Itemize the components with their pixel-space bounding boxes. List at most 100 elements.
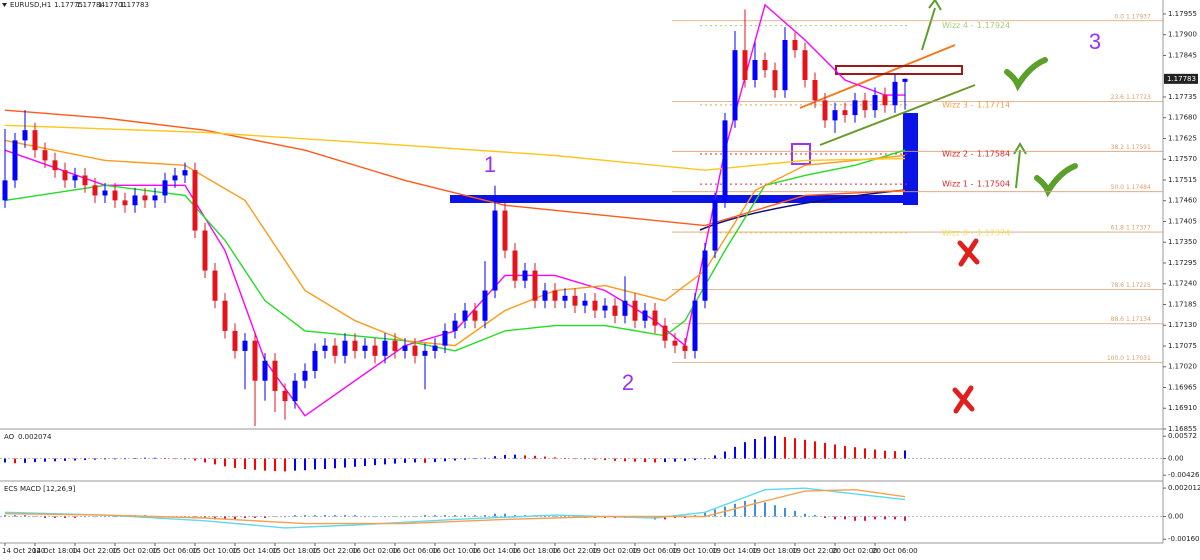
candle-body — [382, 340, 388, 356]
candle-body — [272, 360, 278, 391]
header-open: 1.17775 — [54, 1, 83, 9]
candle-body — [692, 300, 698, 351]
histogram-bar — [514, 454, 516, 459]
candle-body — [602, 305, 608, 311]
histogram-bar — [764, 436, 766, 459]
histogram-bar — [174, 458, 176, 460]
candle-body — [352, 340, 358, 351]
y-tick-label: -0.004266 — [1168, 471, 1200, 479]
candle-body — [192, 170, 198, 231]
histogram-bar — [114, 458, 116, 460]
histogram-bar — [394, 516, 396, 518]
histogram-bar — [14, 458, 16, 464]
candle-body — [822, 100, 828, 121]
menu-arrow[interactable] — [2, 3, 7, 7]
histogram-bar — [164, 458, 166, 459]
histogram-bar — [234, 516, 236, 520]
histogram-bar — [504, 455, 506, 459]
y-tick-label: 1.16965 — [1168, 383, 1197, 391]
candle-body — [172, 175, 178, 181]
histogram-bar — [284, 458, 286, 472]
histogram-bar — [704, 512, 706, 517]
histogram-bar — [834, 444, 836, 459]
candle-body — [722, 120, 728, 201]
histogram-bar — [14, 515, 16, 517]
candle-body — [252, 340, 258, 381]
histogram-bar — [44, 458, 46, 462]
histogram-bar — [84, 516, 86, 518]
histogram-bar — [84, 458, 86, 461]
histogram-bar — [54, 516, 56, 518]
candle-body — [322, 345, 328, 351]
x-tick-label: 15 Oct 02:00 — [112, 547, 158, 555]
indicator-line — [4, 487, 906, 529]
histogram-bar — [484, 457, 486, 459]
y-tick-label: 0.00 — [1168, 513, 1184, 521]
y-tick-label: 1.17350 — [1168, 238, 1197, 246]
histogram-bar — [184, 458, 186, 460]
candle-body — [562, 295, 568, 301]
candle-body — [662, 325, 668, 341]
histogram-bar — [314, 515, 316, 517]
histogram-bar — [524, 455, 526, 459]
indicator-line — [4, 124, 906, 171]
candle-body — [102, 190, 108, 196]
candle-body — [812, 79, 818, 101]
histogram-bar — [614, 458, 616, 461]
histogram-bar — [674, 516, 676, 518]
histogram-bar — [874, 449, 876, 459]
histogram-bar — [434, 515, 436, 517]
y-tick-label: 1.17515 — [1168, 176, 1197, 184]
histogram-bar — [254, 458, 256, 470]
x-tick-label: 16 Oct 02:00 — [352, 547, 398, 555]
histogram-bar — [774, 505, 776, 517]
indicator-line — [4, 488, 906, 525]
x-tick-label: 19 Oct 10:00 — [672, 547, 718, 555]
histogram-bar — [474, 458, 476, 460]
histogram-bar — [444, 515, 446, 517]
fib-ratio: 88.6 — [1111, 316, 1125, 323]
histogram-bar — [764, 502, 766, 517]
histogram-bar — [754, 499, 756, 517]
y-tick-label: 0.00572 — [1168, 432, 1197, 440]
level-label: Wizz 4 - — [942, 21, 974, 30]
fib-price: 1.17031 — [1126, 355, 1151, 362]
histogram-bar — [844, 516, 846, 520]
y-tick-label: 1.17295 — [1168, 259, 1197, 267]
x-tick-label: 16 Oct 22:00 — [552, 547, 598, 555]
candle-body — [652, 310, 658, 326]
candle-body — [32, 130, 38, 151]
candle-body — [392, 340, 398, 351]
indicator-title: AO — [4, 433, 15, 441]
x-tick-label: 16 Oct 14:00 — [472, 547, 518, 555]
histogram-bar — [64, 516, 66, 518]
wave-label: 2 — [622, 370, 634, 395]
candle-body — [22, 130, 28, 141]
indicator-line — [4, 139, 906, 347]
x-tick-label: 19 Oct 02:00 — [592, 547, 638, 555]
histogram-bar — [744, 442, 746, 459]
header-low: 1.17701 — [98, 1, 127, 9]
histogram-bar — [254, 516, 256, 518]
histogram-bar — [404, 516, 406, 518]
fib-price: 1.17225 — [1126, 282, 1151, 289]
candle-body — [82, 175, 88, 186]
histogram-bar — [864, 516, 866, 521]
candle-body — [862, 100, 868, 111]
candle-body — [782, 39, 788, 91]
x-tick-label: 19 Oct 14:00 — [712, 547, 758, 555]
level-price: 1.17584 — [977, 149, 1010, 158]
indicator-title: ECS MACD [12,26,9] — [4, 485, 76, 493]
candle-body — [92, 185, 98, 196]
fib-ratio: 78.6 — [1111, 282, 1125, 289]
histogram-bar — [294, 458, 296, 471]
histogram-bar — [484, 515, 486, 517]
checkmark — [1004, 57, 1048, 92]
x-tick-label: 15 Oct 22:00 — [312, 547, 358, 555]
histogram-bar — [374, 516, 376, 518]
fib-price: 1.17937 — [1126, 13, 1151, 20]
histogram-bar — [304, 458, 306, 471]
histogram-bar — [474, 515, 476, 517]
x-tick-label: 20 Oct 02:00 — [832, 547, 878, 555]
histogram-bar — [224, 458, 226, 467]
